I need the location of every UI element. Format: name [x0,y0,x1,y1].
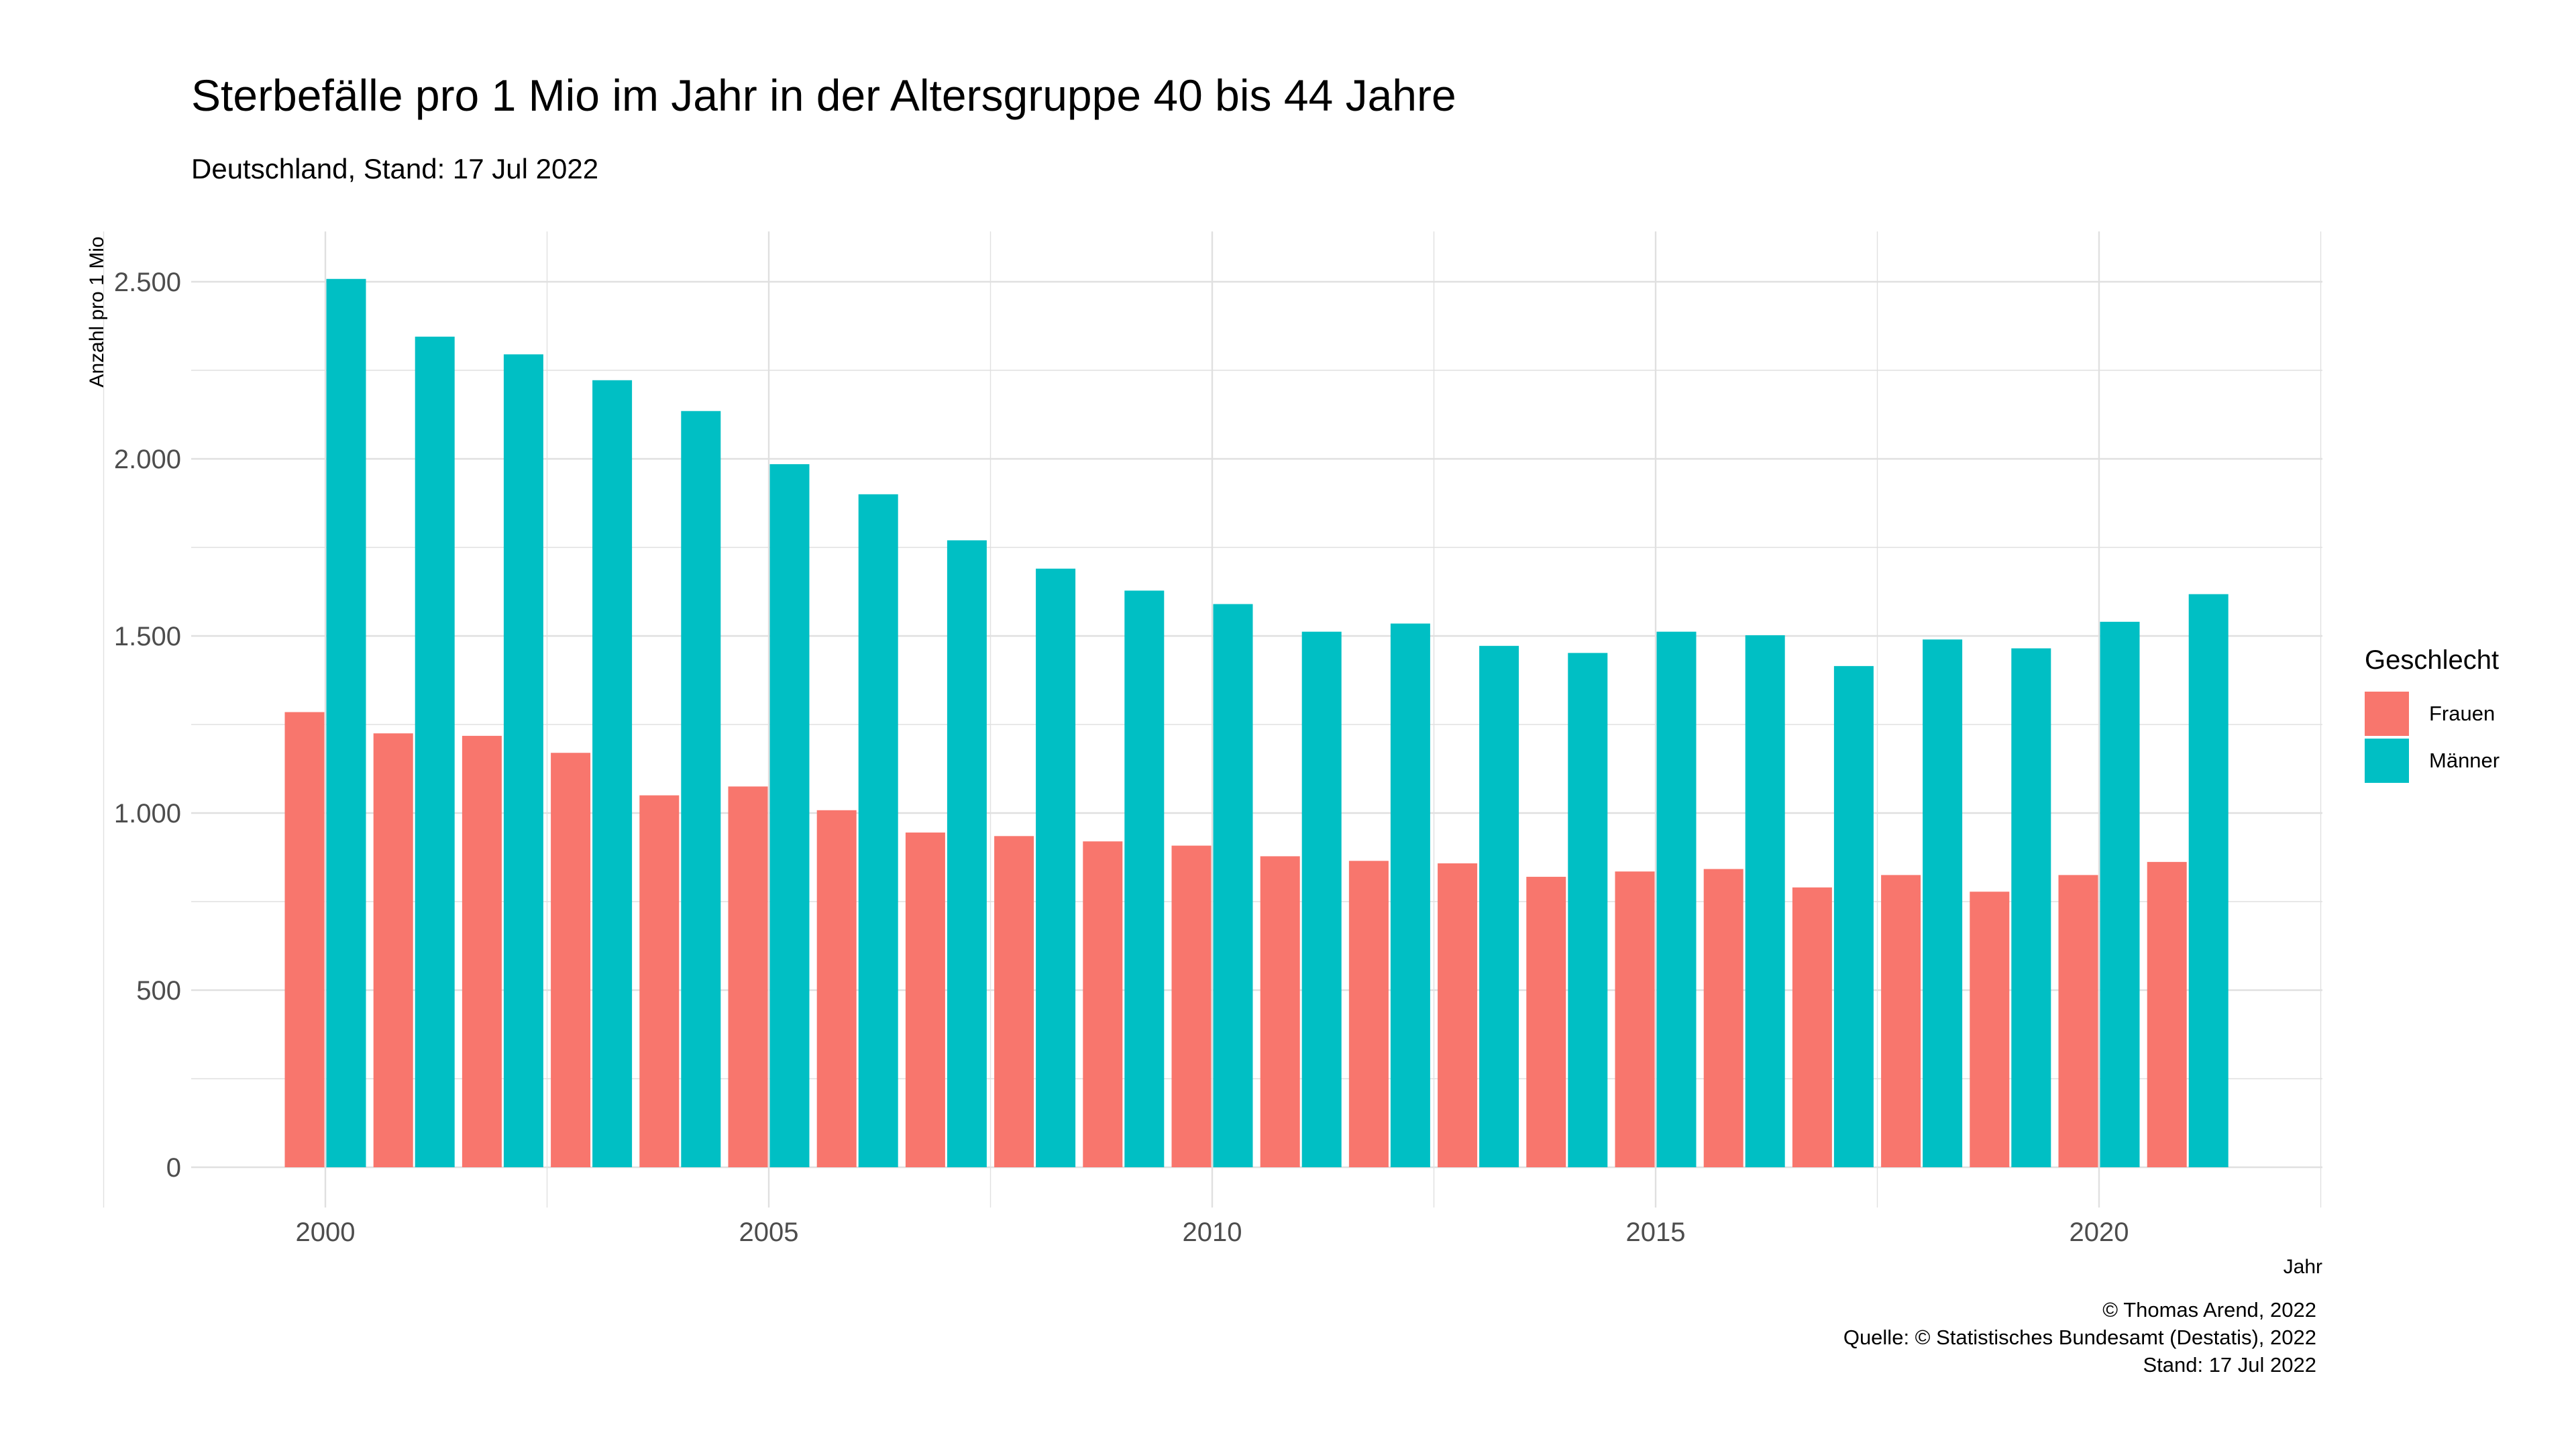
x-tick-label: 2005 [739,1218,799,1247]
chart-subtitle: Deutschland, Stand: 17 Jul 2022 [191,153,599,184]
x-tick-label: 2010 [1183,1218,1242,1247]
x-tick-label: 2000 [296,1218,356,1247]
bar-maenner-2006 [858,494,898,1167]
bar-maenner-2005 [769,464,810,1168]
chart-title: Sterbefälle pro 1 Mio im Jahr in der Alt… [191,70,1456,120]
legend-label-frauen: Frauen [2429,702,2496,725]
grid [103,231,2322,1208]
bars [284,278,2229,1168]
bar-frauen-2008 [994,836,1034,1167]
bar-frauen-2009 [1083,841,1123,1167]
y-tick-label: 0 [166,1153,181,1183]
bar-frauen-2012 [1348,861,1389,1167]
bar-frauen-2021 [2147,861,2187,1167]
legend-label-maenner: Männer [2429,749,2500,772]
y-tick-label: 2.500 [114,268,181,297]
bar-frauen-2011 [1260,856,1300,1167]
bar-frauen-2003 [551,753,591,1167]
bar-frauen-2010 [1171,845,1212,1167]
x-tick-label: 2020 [2070,1218,2129,1247]
bar-frauen-2001 [373,733,413,1167]
legend: Geschlecht Frauen Männer [2365,645,2500,784]
bar-maenner-2017 [1833,665,1874,1167]
bar-maenner-2002 [503,354,543,1167]
legend-item-frauen: Frauen [2365,690,2500,737]
bar-maenner-2008 [1036,568,1076,1167]
bar-maenner-2011 [1301,631,1342,1167]
legend-title: Geschlecht [2365,645,2500,675]
y-axis-title: Anzahl pro 1 Mio [86,236,108,387]
bar-frauen-2016 [1703,869,1743,1167]
bar-maenner-2009 [1124,590,1165,1167]
caption-date: Stand: 17 Jul 2022 [2143,1353,2316,1377]
y-tick-label: 1.000 [114,799,181,828]
bar-maenner-2013 [1479,645,1519,1167]
bar-maenner-2020 [2100,621,2140,1167]
bar-maenner-2019 [2011,648,2051,1167]
y-tick-label: 1.500 [114,622,181,651]
bar-frauen-2000 [284,712,325,1167]
y-tick-label: 500 [136,976,181,1006]
x-tick-label: 2015 [1626,1218,1686,1247]
bar-frauen-2002 [462,735,502,1167]
legend-swatch-maenner [2365,739,2409,783]
bar-frauen-2015 [1615,871,1655,1167]
bar-maenner-2010 [1213,604,1253,1167]
bar-maenner-2018 [1923,639,1963,1167]
bar-maenner-2015 [1656,631,1697,1167]
legend-item-maenner: Männer [2365,737,2500,784]
caption-author: © Thomas Arend, 2022 [2102,1298,2316,1322]
bar-maenner-2003 [592,380,633,1168]
bar-maenner-2001 [415,336,455,1168]
bar-maenner-2007 [947,540,987,1167]
bar-frauen-2014 [1526,877,1566,1167]
bar-maenner-2012 [1390,623,1430,1167]
bar-maenner-2004 [681,411,721,1167]
bar-frauen-2005 [728,786,768,1167]
caption: © Thomas Arend, 2022 Quelle: © Statistis… [1843,1296,2316,1379]
tick-labels: 0 500 1.000 1.500 2.000 2.500 2000 2005 2010 2015… [114,268,2129,1247]
bar-frauen-2013 [1438,863,1478,1167]
x-axis-title: Jahr [2284,1256,2322,1278]
bar-maenner-2000 [326,278,366,1167]
bar-frauen-2020 [2058,875,2098,1167]
bar-frauen-2019 [1970,892,2010,1167]
bar-frauen-2006 [816,810,857,1167]
bar-frauen-2018 [1881,875,1921,1167]
bar-maenner-2014 [1568,653,1608,1167]
bar-maenner-2016 [1745,635,1785,1167]
bar-frauen-2007 [905,833,945,1167]
y-tick-label: 2.000 [114,445,181,474]
bar-frauen-2017 [1792,887,1832,1167]
caption-source: Quelle: © Statistisches Bundesamt (Desta… [1843,1326,2316,1349]
legend-swatch-frauen [2365,692,2409,736]
bar-frauen-2004 [639,795,680,1167]
bar-maenner-2021 [2188,594,2229,1167]
